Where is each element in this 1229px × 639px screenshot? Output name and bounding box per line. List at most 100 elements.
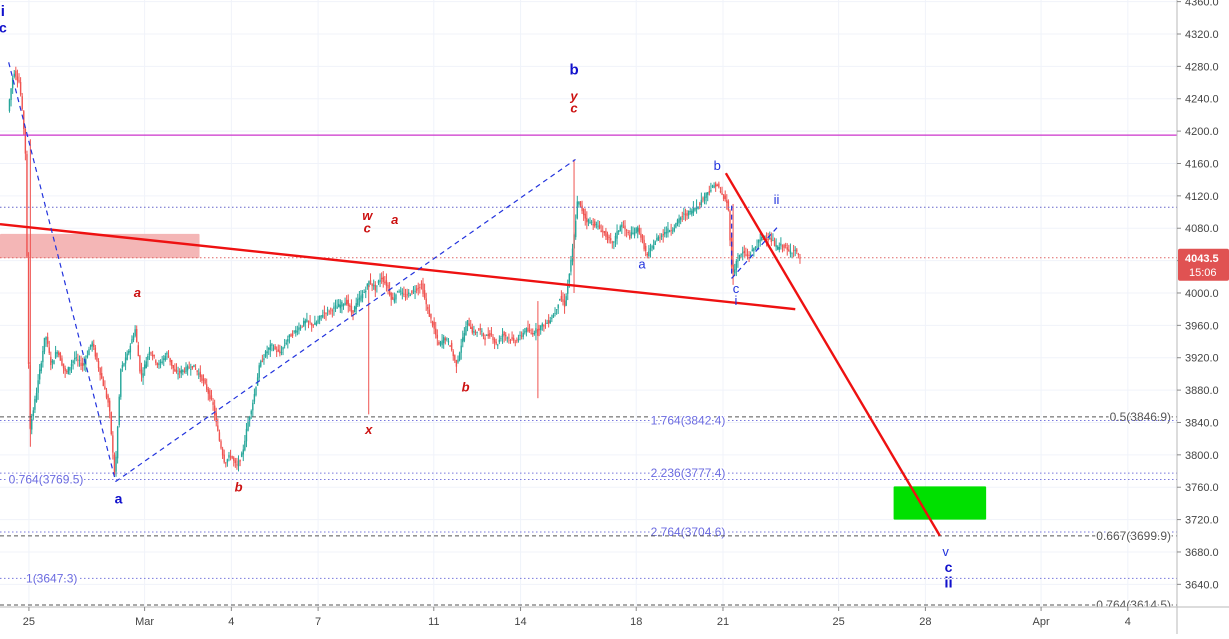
candle-body [280, 351, 283, 354]
x-tick-label: Mar [135, 616, 154, 628]
candle-body [422, 283, 424, 294]
wave-label: x [364, 422, 373, 437]
level-label: 0.667(3699.9) [1096, 529, 1171, 543]
candle-body [406, 293, 408, 296]
candle-body [277, 349, 279, 352]
candle-body [334, 305, 337, 307]
candle-body [435, 328, 437, 335]
candle-body [54, 352, 57, 358]
candle-body [439, 341, 442, 345]
candle-body [474, 332, 477, 333]
candle-body [48, 347, 50, 354]
candle-body [248, 416, 251, 421]
candle-body [158, 363, 160, 366]
time-axis-bg [0, 607, 1229, 634]
candle-body [120, 369, 122, 397]
candle-body [147, 355, 149, 360]
candle-body [283, 344, 286, 346]
candle-body [113, 454, 116, 475]
candle-body [417, 287, 419, 289]
candle-body [667, 228, 669, 234]
candle-body [509, 339, 512, 341]
candle-body [759, 239, 761, 241]
candle-body [781, 245, 784, 247]
candle-body [489, 333, 491, 337]
candle-body [575, 220, 577, 238]
y-tick-label: 3960.0 [1185, 320, 1219, 332]
candle-body [164, 355, 167, 361]
candle-body [140, 369, 143, 376]
candle-body [8, 99, 11, 111]
candle-body [796, 249, 798, 252]
candle-body [554, 312, 556, 314]
candle-body [172, 365, 174, 369]
candle-body [799, 257, 801, 259]
wave-label: b [235, 479, 243, 494]
candle-body [116, 426, 119, 459]
candle-body [419, 287, 421, 288]
candle-body [675, 223, 677, 228]
candle-body [622, 227, 625, 229]
candle-body [301, 325, 303, 327]
candle-body [234, 460, 237, 464]
candle-body [85, 358, 87, 365]
candle-body [535, 328, 537, 334]
candle-body [770, 238, 773, 243]
wave-label: b [569, 61, 578, 78]
candle-body [646, 253, 648, 256]
candle-body [193, 364, 195, 368]
candle-body [632, 232, 634, 234]
wave-label: y [569, 88, 578, 103]
candle-body [423, 290, 426, 299]
y-tick-label: 4360.0 [1185, 0, 1219, 9]
candle-body [557, 304, 559, 309]
candle-body [105, 390, 108, 398]
candle-body [88, 349, 90, 356]
x-tick-label: 25 [23, 616, 35, 628]
candle-body [347, 299, 349, 306]
candle-body [568, 273, 571, 283]
candle-body [597, 225, 599, 227]
candle-body [538, 328, 540, 331]
candle-body [613, 241, 615, 243]
zone-box [893, 486, 987, 520]
candle-body [462, 337, 464, 343]
candle-body [196, 370, 198, 372]
candle-body [614, 235, 617, 242]
candle-body [323, 312, 326, 314]
candle-body [295, 330, 297, 334]
candle-body [142, 373, 144, 378]
candles-layer [8, 66, 801, 477]
candle-body [365, 290, 367, 293]
candle-body [24, 128, 27, 154]
candle-body [384, 281, 386, 283]
candle-body [679, 217, 682, 220]
candle-body [749, 254, 752, 256]
candle-body [143, 364, 146, 370]
candle-body [263, 358, 265, 361]
candle-body [463, 333, 466, 341]
candle-body [778, 247, 780, 250]
candle-body [595, 224, 598, 225]
candle-body [668, 230, 671, 232]
candle-body [581, 205, 583, 212]
candle-body [205, 384, 208, 390]
candle-body [78, 360, 81, 361]
trend-line [724, 172, 941, 537]
candle-body [357, 299, 359, 306]
candle-body [34, 398, 36, 410]
candle-body [586, 217, 588, 223]
candle-body [13, 73, 15, 77]
candle-body [403, 293, 405, 296]
candle-body [648, 251, 650, 257]
candle-body [153, 355, 155, 357]
y-tick-label: 4320.0 [1185, 29, 1219, 41]
candle-body [490, 333, 493, 335]
candle-body [694, 207, 696, 211]
candle-body [331, 310, 334, 312]
candle-body [681, 215, 683, 217]
candle-body [576, 201, 578, 219]
candle-body [258, 365, 260, 378]
candle-body [207, 389, 209, 394]
